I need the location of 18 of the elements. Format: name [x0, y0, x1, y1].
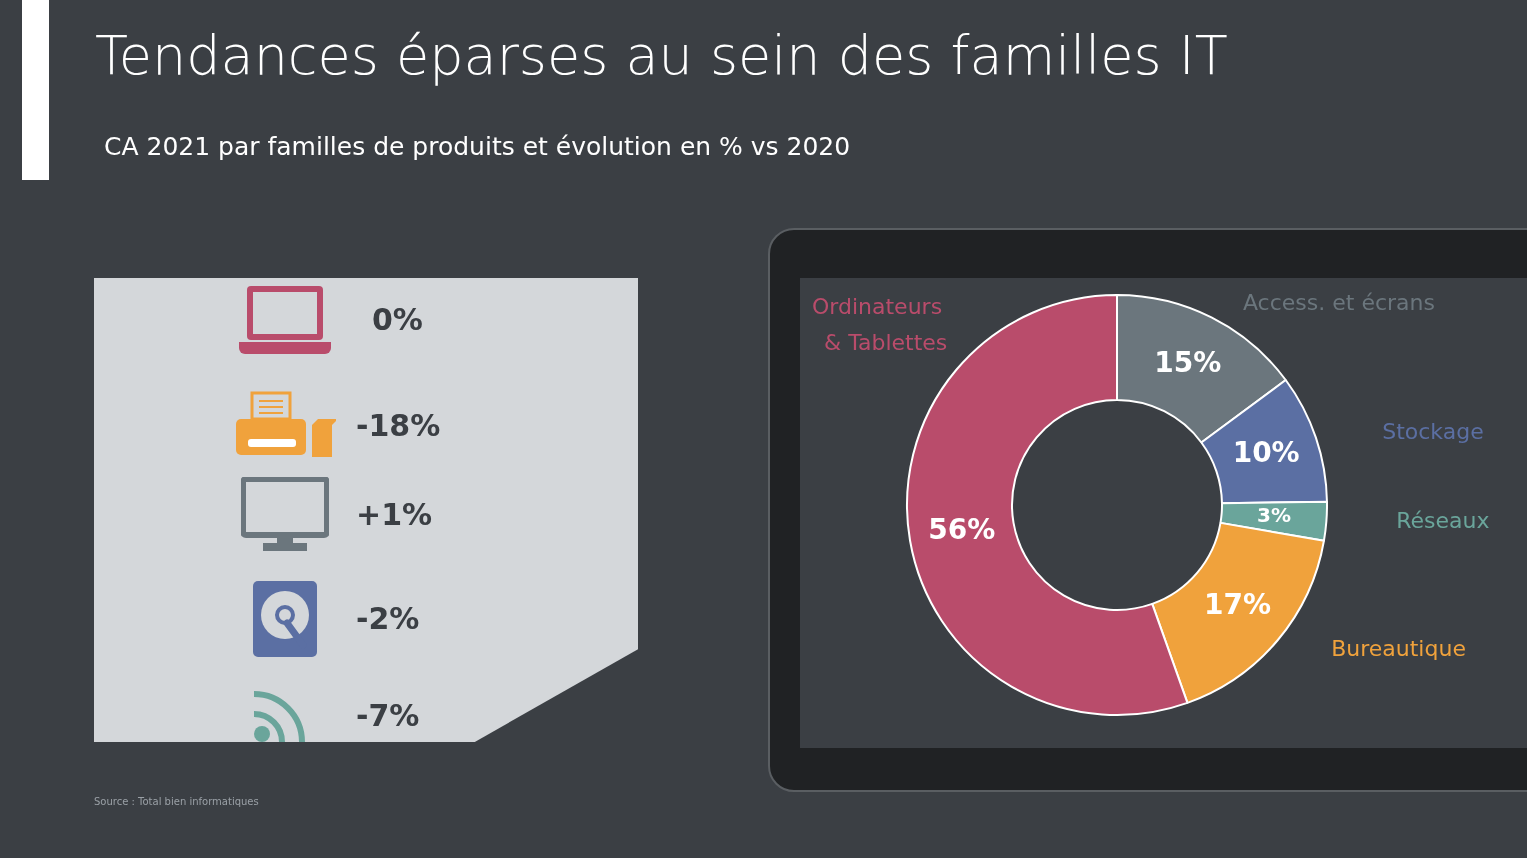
slice-label: Ordinateurs & Tablettes [812, 293, 948, 355]
data-label: 3% [1257, 503, 1292, 528]
chart-title: Tendances éparses au sein des familles IT [95, 24, 1228, 87]
data-label: 56% [928, 513, 996, 547]
data-label: 15% [1154, 345, 1222, 379]
text: 0% [372, 302, 423, 338]
slice-label: Access. et écrans [1242, 289, 1435, 315]
source-note: Source : Total bien informatiques [94, 796, 259, 807]
data-label: 17% [1203, 587, 1271, 621]
data-label: 10% [1232, 435, 1300, 469]
slice-label: Bureautique [1331, 635, 1466, 661]
text: -2% [356, 601, 420, 637]
slice-label: Stockage [1382, 418, 1484, 444]
text: CA 2021 par familles de produits et évolution en % vs 2020 [104, 132, 851, 161]
text: -7% [356, 698, 420, 734]
text: -18% [356, 408, 441, 444]
text: +1% [356, 497, 433, 533]
slice-label: Réseaux [1396, 508, 1490, 534]
